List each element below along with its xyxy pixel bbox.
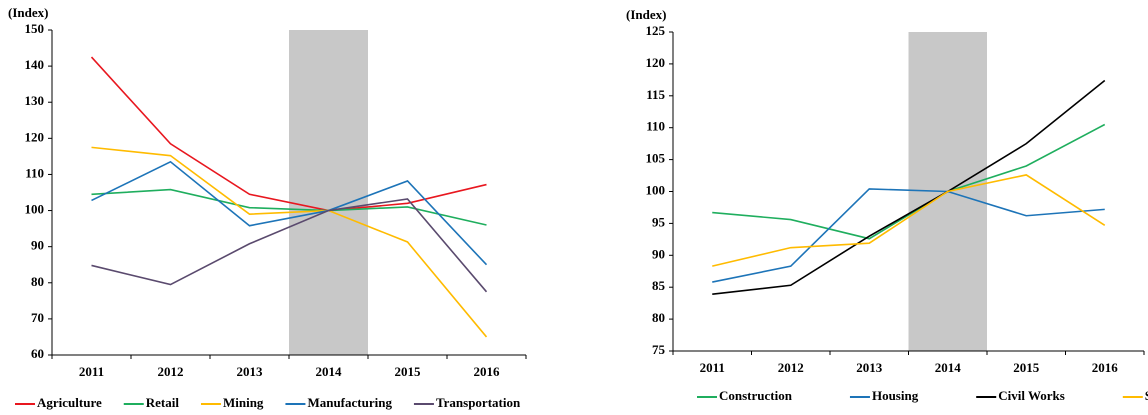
series-line <box>90 56 487 212</box>
y-tick-label: 60 <box>31 346 44 361</box>
y-tick-label: 120 <box>646 55 666 70</box>
series-line <box>91 160 488 266</box>
y-tick-label: 80 <box>31 274 44 289</box>
legend-label: Manufacturing <box>307 395 392 410</box>
y-axis-label: (Index) <box>626 7 666 22</box>
y-tick-label: 95 <box>652 214 666 229</box>
y-tick-label: 115 <box>646 87 665 102</box>
x-tick-label: 2012 <box>158 364 184 379</box>
x-tick-label: 2011 <box>79 364 104 379</box>
y-axis-label: (Index) <box>8 5 48 20</box>
y-tick-label: 100 <box>25 202 45 217</box>
x-tick-label: 2012 <box>778 360 804 375</box>
legend-label: Retail <box>146 395 180 410</box>
series-line <box>712 174 1106 267</box>
x-tick-label: 2015 <box>1013 360 1040 375</box>
y-tick-label: 90 <box>31 238 44 253</box>
y-tick-label: 75 <box>652 342 666 357</box>
legend-label: Mining <box>223 395 264 410</box>
y-tick-label: 120 <box>25 129 45 144</box>
y-tick-label: 105 <box>646 151 666 166</box>
x-tick-label: 2015 <box>395 364 422 379</box>
x-tick-label: 2013 <box>856 360 883 375</box>
y-tick-label: 110 <box>646 119 665 134</box>
x-tick-label: 2016 <box>1092 360 1119 375</box>
y-tick-label: 140 <box>25 57 45 72</box>
legend-label: Agriculture <box>37 395 102 410</box>
y-tick-label: 130 <box>25 93 45 108</box>
series-line <box>91 198 488 293</box>
x-tick-label: 2014 <box>316 364 343 379</box>
legend-label: Construction <box>719 388 793 403</box>
y-tick-label: 90 <box>652 246 665 261</box>
series-line <box>712 79 1106 296</box>
legend-label: Transportation <box>436 395 521 410</box>
y-tick-label: 70 <box>31 310 44 325</box>
y-tick-label: 125 <box>646 23 666 38</box>
x-tick-label: 2016 <box>474 364 501 379</box>
legend-label: Services <box>1145 388 1148 403</box>
series-line <box>712 188 1105 283</box>
x-tick-label: 2013 <box>237 364 264 379</box>
shaded-period <box>289 30 368 355</box>
y-tick-label: 150 <box>25 21 45 36</box>
series-line <box>91 188 487 226</box>
legend-label: Housing <box>872 388 919 403</box>
y-tick-label: 100 <box>646 182 666 197</box>
series-line <box>712 123 1106 240</box>
x-tick-label: 2014 <box>935 360 962 375</box>
series-line <box>91 146 488 338</box>
y-tick-label: 80 <box>652 310 665 325</box>
x-tick-label: 2011 <box>700 360 725 375</box>
y-tick-label: 110 <box>25 165 44 180</box>
y-tick-label: 85 <box>652 278 666 293</box>
legend-label: Civil Works <box>998 388 1065 403</box>
